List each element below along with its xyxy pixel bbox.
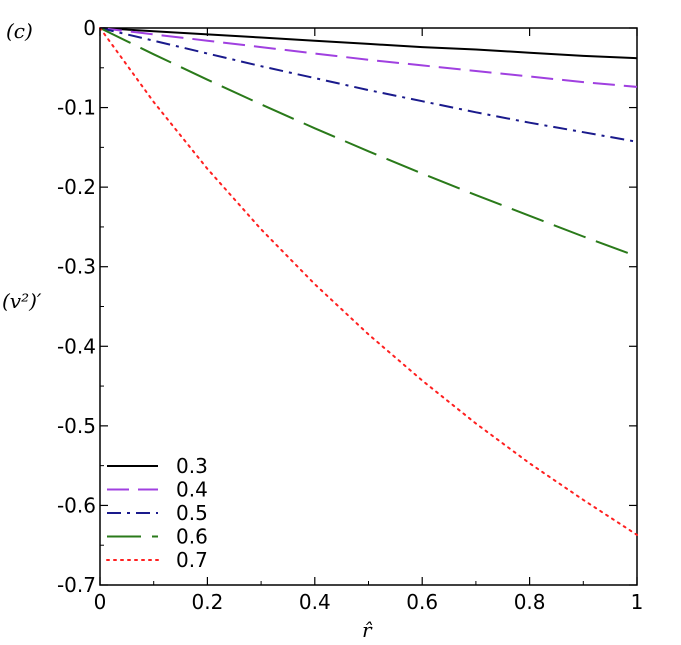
series-layer [99, 27, 638, 536]
y-tick-label: -0.4 [57, 334, 96, 358]
x-tick-label: 0 [94, 590, 107, 614]
x-tick-label: 0.6 [406, 590, 438, 614]
y-tick-label: 0 [83, 16, 96, 40]
series-line [99, 27, 638, 60]
y-tick-label: -0.1 [57, 96, 96, 120]
y-tick-label: -0.5 [57, 414, 96, 438]
series-line [99, 27, 638, 536]
legend-label: 0.3 [176, 454, 208, 478]
legend-label: 0.5 [176, 501, 208, 525]
series-line [99, 27, 638, 88]
series-line [99, 27, 638, 258]
legend-label: 0.4 [176, 478, 208, 502]
legend: 0.30.40.50.60.7 [106, 454, 208, 572]
x-tick-label: 1 [631, 590, 644, 614]
y-tick-label: -0.6 [57, 493, 96, 517]
x-axis-label: r̂ [362, 618, 373, 642]
y-axis-label: (v²)′ [2, 289, 42, 313]
series-line [99, 27, 638, 143]
axis-layer: 0 0.2 0.4 0.6 0.8 1 0 -0.1 -0.2 -0.3 -0.4 -0.5 -0.6 -… [57, 16, 643, 614]
panel-label: (c) [6, 19, 33, 43]
y-tick-label: -0.2 [57, 175, 96, 199]
y-tick-label: -0.7 [57, 573, 96, 597]
y-tick-label: -0.3 [57, 255, 96, 279]
x-tick-label: 0.4 [299, 590, 331, 614]
legend-label: 0.6 [176, 525, 208, 549]
x-tick-label: 0.8 [514, 590, 546, 614]
legend-label: 0.7 [176, 548, 208, 572]
x-tick-label: 0.2 [191, 590, 223, 614]
